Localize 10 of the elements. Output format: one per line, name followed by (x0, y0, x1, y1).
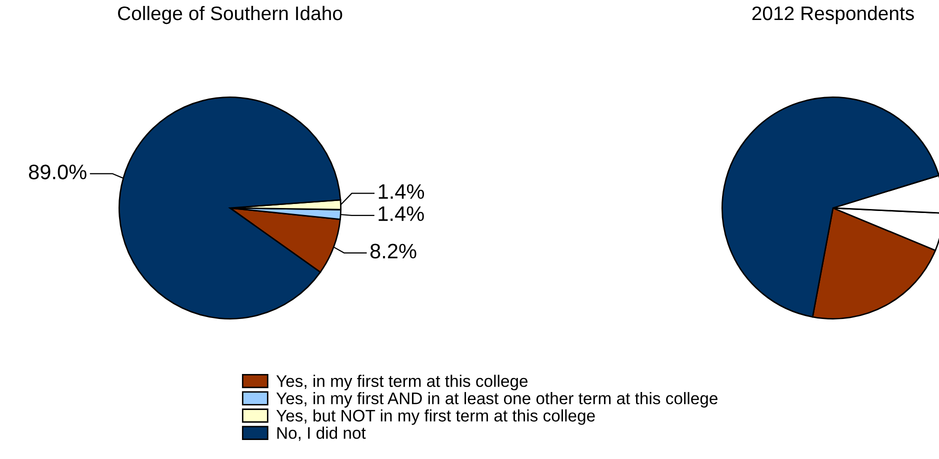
data-label: 89.0% (28, 164, 86, 180)
legend-label: No, I did not (277, 426, 366, 441)
data-label: 8.2% (370, 244, 416, 258)
data-label: 1.4% (378, 206, 424, 221)
data-label: 1.4% (378, 184, 424, 199)
legend-label: Yes, in my first AND in at least one other term at this college (276, 392, 718, 408)
chart-title: College of Southern Idaho (118, 6, 342, 24)
chart-title: 2012 Respondents (752, 6, 914, 24)
legend-label: Yes, but NOT in my first term at this college (276, 409, 595, 425)
legend-label: Yes, in my first term at this college (276, 374, 528, 390)
